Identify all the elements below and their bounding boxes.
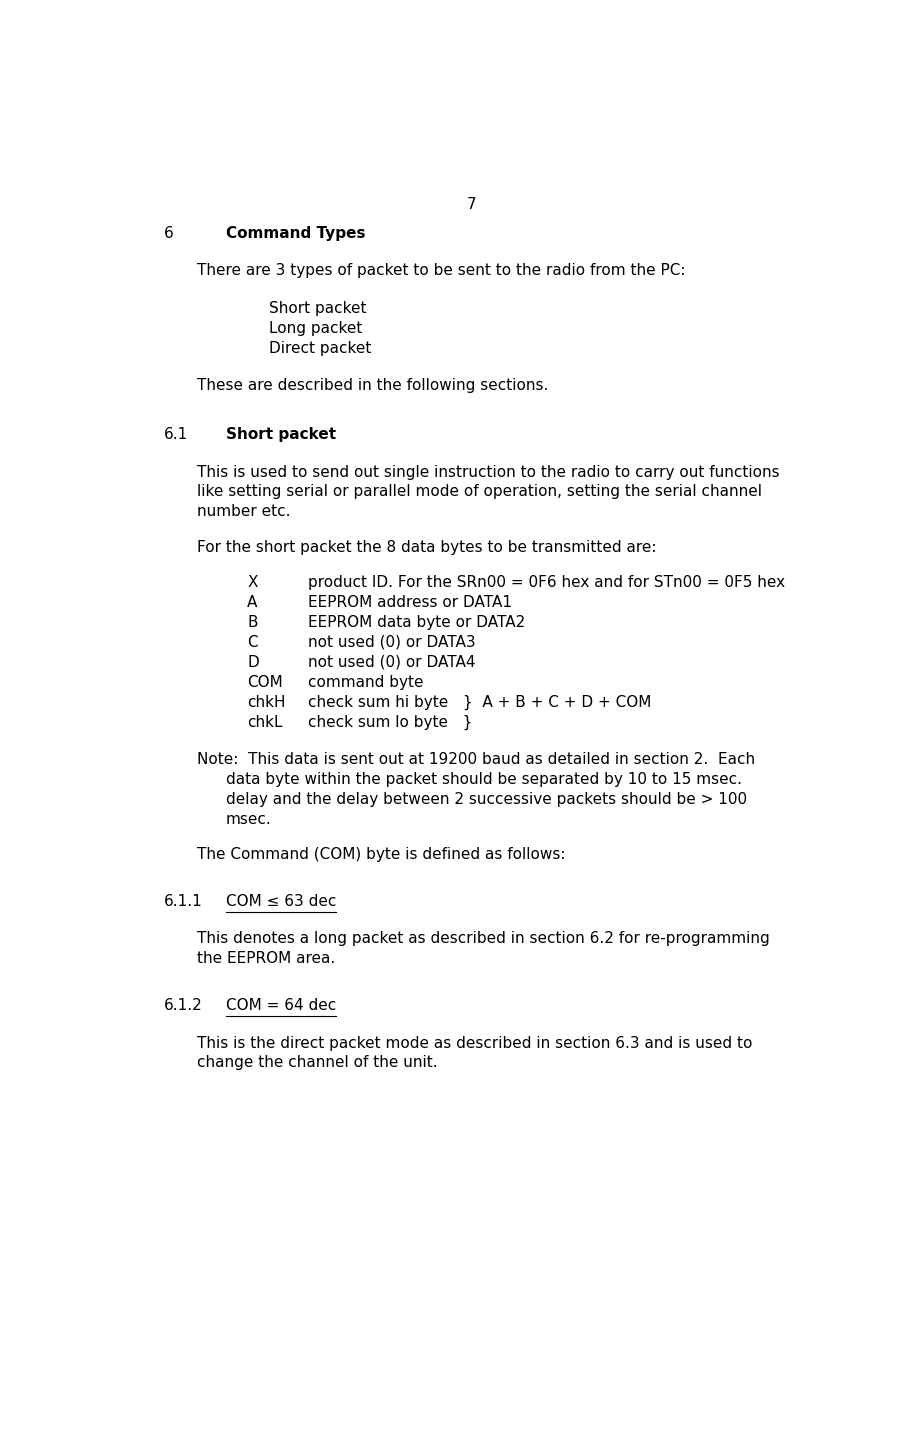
Text: data byte within the packet should be separated by 10 to 15 msec.: data byte within the packet should be se…: [226, 772, 741, 787]
Text: product ID. For the SRn00 = 0F6 hex and for STn00 = 0F5 hex: product ID. For the SRn00 = 0F6 hex and …: [308, 575, 785, 591]
Text: 6: 6: [164, 226, 173, 240]
Text: command byte: command byte: [308, 675, 424, 690]
Text: C: C: [247, 635, 258, 650]
Text: the EEPROM area.: the EEPROM area.: [197, 951, 335, 967]
Text: not used (0) or DATA4: not used (0) or DATA4: [308, 655, 475, 670]
Text: delay and the delay between 2 successive packets should be > 100: delay and the delay between 2 successive…: [226, 792, 747, 808]
Text: 6.1.1: 6.1.1: [164, 894, 203, 908]
Text: A: A: [247, 595, 258, 611]
Text: number etc.: number etc.: [197, 504, 291, 519]
Text: D: D: [247, 655, 259, 670]
Text: check sum lo byte   }: check sum lo byte }: [308, 714, 472, 730]
Text: The Command (COM) byte is defined as follows:: The Command (COM) byte is defined as fol…: [197, 848, 565, 862]
Text: COM = 64 dec: COM = 64 dec: [226, 997, 336, 1013]
Text: There are 3 types of packet to be sent to the radio from the PC:: There are 3 types of packet to be sent t…: [197, 263, 686, 279]
Text: Note:  This data is sent out at 19200 baud as detailed in section 2.  Each: Note: This data is sent out at 19200 bau…: [197, 752, 755, 767]
Text: Short packet: Short packet: [269, 300, 366, 316]
Text: check sum hi byte   }  A + B + C + D + COM: check sum hi byte } A + B + C + D + COM: [308, 694, 651, 710]
Text: not used (0) or DATA3: not used (0) or DATA3: [308, 635, 475, 650]
Text: COM ≤ 63 dec: COM ≤ 63 dec: [226, 894, 336, 908]
Text: 6.1.2: 6.1.2: [164, 997, 203, 1013]
Text: This denotes a long packet as described in section 6.2 for re-programming: This denotes a long packet as described …: [197, 931, 770, 947]
Text: change the channel of the unit.: change the channel of the unit.: [197, 1055, 437, 1071]
Text: EEPROM data byte or DATA2: EEPROM data byte or DATA2: [308, 615, 525, 629]
Text: This is used to send out single instruction to the radio to carry out functions: This is used to send out single instruct…: [197, 464, 780, 480]
Text: Short packet: Short packet: [226, 427, 336, 443]
Text: chkL: chkL: [247, 714, 283, 730]
Text: Direct packet: Direct packet: [269, 341, 371, 355]
Text: Command Types: Command Types: [226, 226, 366, 240]
Text: chkH: chkH: [247, 694, 286, 710]
Text: Long packet: Long packet: [269, 320, 362, 336]
Text: 7: 7: [467, 197, 477, 211]
Text: This is the direct packet mode as described in section 6.3 and is used to: This is the direct packet mode as descri…: [197, 1036, 752, 1050]
Text: COM: COM: [247, 675, 283, 690]
Text: like setting serial or parallel mode of operation, setting the serial channel: like setting serial or parallel mode of …: [197, 484, 763, 500]
Text: These are described in the following sections.: These are described in the following sec…: [197, 378, 549, 394]
Text: 6.1: 6.1: [164, 427, 188, 443]
Text: EEPROM address or DATA1: EEPROM address or DATA1: [308, 595, 512, 611]
Text: B: B: [247, 615, 258, 629]
Text: msec.: msec.: [226, 812, 272, 826]
Text: X: X: [247, 575, 258, 591]
Text: For the short packet the 8 data bytes to be transmitted are:: For the short packet the 8 data bytes to…: [197, 540, 657, 555]
